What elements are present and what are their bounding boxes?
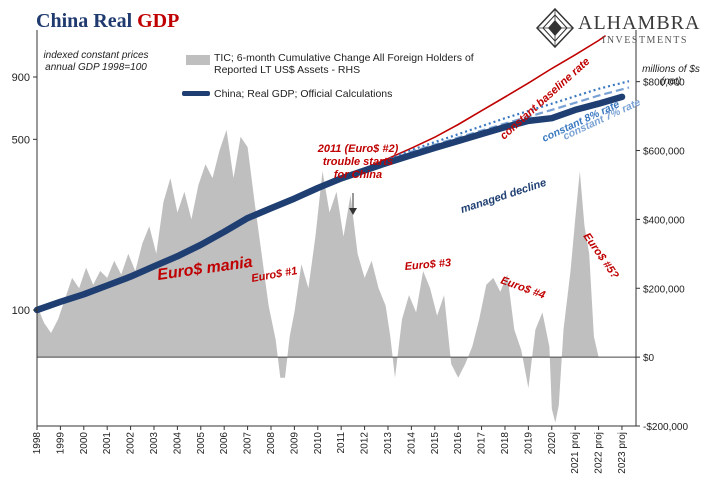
title-highlight: GDP [137, 10, 180, 32]
annotation-arrow-head [349, 208, 357, 215]
left-tick-label: 900 [12, 72, 30, 84]
x-tick-label: 2013 [383, 432, 394, 455]
x-tick-label: 2000 [79, 432, 90, 455]
right-tick-label: $600,000 [643, 147, 685, 158]
annotation-managed-decline: managed decline [459, 177, 548, 216]
x-tick-label: 2018 [500, 432, 511, 455]
annotation-euro-3: Euro$ #3 [404, 257, 451, 273]
x-tick-label: 2012 [360, 432, 371, 455]
x-tick-labels: 1998 1999 2000 2001 2002 2003 2004 2005 2006 2007… [32, 426, 628, 474]
tic-area-series [37, 129, 599, 423]
chart-title: China Real GDP [36, 10, 179, 33]
x-tick-label: 1999 [55, 432, 66, 455]
baseline-rate-line [352, 34, 607, 175]
left-tick-label: 100 [12, 305, 30, 317]
right-tick-label: $800,000 [643, 78, 685, 89]
right-axis-note: millions of $s (net) [642, 64, 700, 87]
x-tick-label: 2021 proj [570, 432, 581, 474]
x-tick-label: 2019 [523, 432, 534, 455]
x-tick-label: 2006 [219, 432, 230, 455]
x-tick-label: 2007 [243, 432, 254, 455]
right-tick-labels: -$200,000 $0 $200,000 $400,000 $600,000 $800,… [636, 78, 688, 433]
x-tick-label: 2023 proj [617, 432, 628, 474]
logo-name: ALHAMBRA [578, 12, 701, 34]
legend-tic-label: TIC; 6-month Cumulative Change All Forei… [214, 52, 474, 76]
left-tick-labels: 100 500 900 [12, 72, 37, 317]
right-tick-label: $200,000 [643, 284, 685, 295]
x-tick-label: 2020 [547, 432, 558, 455]
annotation-2011-line: trouble starts [323, 156, 393, 168]
title-main: China Real [36, 10, 138, 32]
x-tick-label: 2005 [196, 432, 207, 455]
right-tick-label: $400,000 [643, 215, 685, 226]
x-tick-label: 1998 [32, 432, 43, 455]
annotation-2011-line: 2011 (Euro$ #2) [317, 143, 399, 155]
x-tick-label: 2017 [477, 432, 488, 455]
left-tick-label: 500 [12, 134, 30, 146]
x-tick-label: 2002 [126, 432, 137, 455]
logo-subtitle: INVESTMENTS [602, 35, 688, 46]
tic-area [37, 129, 599, 423]
right-tick-label: -$200,000 [643, 422, 688, 433]
left-axis-note: indexed constant prices annual GDP 1998=… [43, 50, 149, 73]
logo-diamond-icon [536, 8, 574, 48]
gdp-line [33, 93, 626, 314]
x-tick-label: 2003 [149, 432, 160, 455]
alhambra-logo: ALHAMBRA INVESTMENTS [536, 8, 701, 52]
annotation-2011: 2011 (Euro$ #2) trouble starts for China [317, 143, 399, 181]
x-tick-label: 2010 [313, 432, 324, 455]
right-tick-label: $0 [643, 353, 655, 364]
x-tick-label: 2014 [406, 432, 417, 455]
x-tick-label: 2016 [453, 432, 464, 455]
legend-tic-swatch [186, 55, 210, 65]
legend-gdp-swatch [182, 91, 210, 96]
x-tick-label: 2011 [336, 432, 347, 454]
x-tick-label: 2015 [430, 432, 441, 455]
x-tick-label: 2008 [266, 432, 277, 455]
x-tick-label: 2004 [172, 432, 183, 455]
gdp-line-series [33, 93, 626, 314]
legend-gdp-label: China; Real GDP; Official Calculations [214, 88, 393, 100]
annotation-2011-line: for China [334, 169, 382, 181]
x-tick-label: 2022 proj [594, 432, 605, 474]
x-tick-label: 2009 [289, 432, 300, 455]
x-tick-label: 2001 [102, 432, 113, 455]
rate-8pct-line [352, 80, 630, 176]
axes [36, 30, 637, 427]
